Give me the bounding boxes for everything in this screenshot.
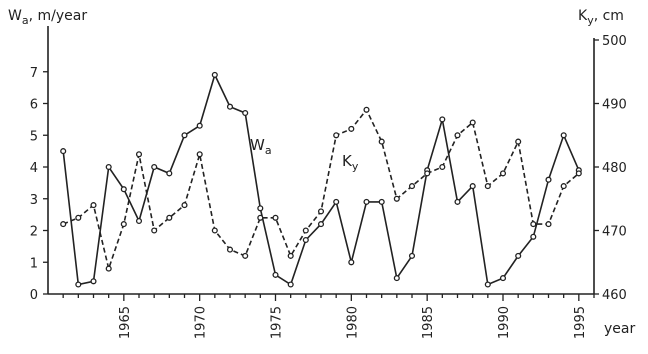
data-point-ky xyxy=(424,170,431,177)
data-point-wa xyxy=(166,170,173,177)
data-point-ky xyxy=(135,151,143,158)
data-point-ky xyxy=(575,170,582,177)
y-left-tick-label: 3 xyxy=(30,193,38,208)
data-point-wa xyxy=(105,163,112,171)
series-line-wa xyxy=(62,72,580,286)
data-point-ky xyxy=(484,183,491,190)
y-right-tick-label: 470 xyxy=(602,225,627,240)
data-point-ky xyxy=(151,227,158,234)
data-point-ky xyxy=(454,132,461,139)
x-tick-label: 1975 xyxy=(270,306,285,339)
y-right-tick-label: 480 xyxy=(602,161,627,176)
data-point-wa xyxy=(317,221,325,228)
x-tick-label: 1970 xyxy=(194,306,209,339)
series-label-wa: Wa xyxy=(250,136,272,157)
data-point-ky xyxy=(302,227,309,234)
ticks: 0 1 2 3 4 5 6 7 460 470 480 490 500 1965 1970 1975 1980 1… xyxy=(30,34,627,339)
x-tick-label: 1995 xyxy=(573,306,588,339)
data-point-wa xyxy=(226,103,234,110)
data-point-wa xyxy=(60,148,67,155)
data-point-ky xyxy=(226,246,234,253)
data-point-ky xyxy=(408,183,416,190)
data-point-wa xyxy=(196,122,203,129)
data-point-ky xyxy=(196,151,203,158)
data-point-ky xyxy=(60,221,67,228)
data-point-wa xyxy=(393,275,400,282)
x-axis-title: year xyxy=(604,321,635,337)
data-point-wa xyxy=(454,198,461,205)
y-right-tick-label: 500 xyxy=(602,34,627,49)
data-point-wa xyxy=(515,252,522,259)
data-point-wa xyxy=(499,275,507,282)
data-point-ky xyxy=(560,183,567,190)
data-point-ky xyxy=(120,221,127,228)
data-point-ky xyxy=(242,252,249,259)
data-point-wa xyxy=(181,132,188,139)
data-point-wa xyxy=(363,198,370,205)
data-point-wa xyxy=(348,259,355,266)
data-point-wa xyxy=(287,281,294,288)
data-point-wa xyxy=(469,183,476,190)
data-point-wa xyxy=(560,132,567,139)
data-point-wa xyxy=(333,198,340,205)
data-point-wa xyxy=(120,186,127,193)
y-right-axis-title: Ky, cm xyxy=(578,8,624,27)
data-point-wa xyxy=(484,281,491,288)
data-point-ky xyxy=(333,132,340,139)
data-point-ky xyxy=(439,163,446,171)
data-point-ky xyxy=(287,252,294,259)
data-point-wa xyxy=(135,217,143,225)
x-tick-label: 1985 xyxy=(421,306,436,339)
data-point-wa xyxy=(151,163,158,171)
y-right-tick-label: 490 xyxy=(602,98,627,113)
y-left-tick-label: 5 xyxy=(30,129,38,144)
data-point-wa xyxy=(545,176,552,183)
y-left-tick-label: 7 xyxy=(30,66,38,81)
data-point-wa xyxy=(530,233,537,240)
y-left-tick-label: 2 xyxy=(30,225,38,240)
data-point-wa xyxy=(439,116,446,123)
data-point-ky xyxy=(317,208,325,215)
data-point-wa xyxy=(272,271,279,278)
data-point-ky xyxy=(105,265,112,272)
x-tick-label: 1990 xyxy=(497,306,512,339)
y-left-tick-label: 4 xyxy=(30,161,38,176)
data-point-wa xyxy=(408,252,416,259)
data-point-wa xyxy=(378,198,385,205)
data-point-ky xyxy=(515,138,522,145)
data-point-wa xyxy=(242,109,249,117)
y-right-tick-label: 460 xyxy=(602,288,627,303)
data-point-wa xyxy=(75,281,82,288)
series-line-ky xyxy=(62,108,580,272)
x-tick-label: 1965 xyxy=(118,306,133,339)
x-tick-label: 1980 xyxy=(345,306,360,339)
y-left-axis-title: Wa, m/year xyxy=(8,8,87,27)
data-point-ky xyxy=(393,195,400,202)
data-point-ky xyxy=(166,214,173,221)
data-point-ky xyxy=(469,119,476,126)
data-point-wa xyxy=(257,205,264,212)
data-point-ky xyxy=(211,227,218,234)
data-point-ky xyxy=(363,106,370,113)
data-point-ky xyxy=(378,138,385,145)
data-point-ky xyxy=(90,202,97,209)
series-layer xyxy=(60,71,582,288)
data-point-ky xyxy=(181,202,188,209)
data-point-ky xyxy=(257,214,264,221)
series-label-ky: Ky xyxy=(342,152,359,173)
data-point-wa xyxy=(90,278,97,285)
data-point-wa xyxy=(211,71,218,78)
axes xyxy=(47,26,595,295)
data-point-ky xyxy=(499,170,507,177)
data-point-wa xyxy=(302,236,309,244)
data-point-ky xyxy=(348,125,355,132)
data-point-ky xyxy=(272,214,279,221)
data-point-ky xyxy=(530,221,537,228)
y-left-tick-label: 0 xyxy=(30,288,38,303)
y-left-tick-label: 1 xyxy=(30,256,38,271)
data-point-ky xyxy=(75,214,82,221)
y-left-tick-label: 6 xyxy=(30,98,38,113)
data-point-ky xyxy=(545,221,552,228)
